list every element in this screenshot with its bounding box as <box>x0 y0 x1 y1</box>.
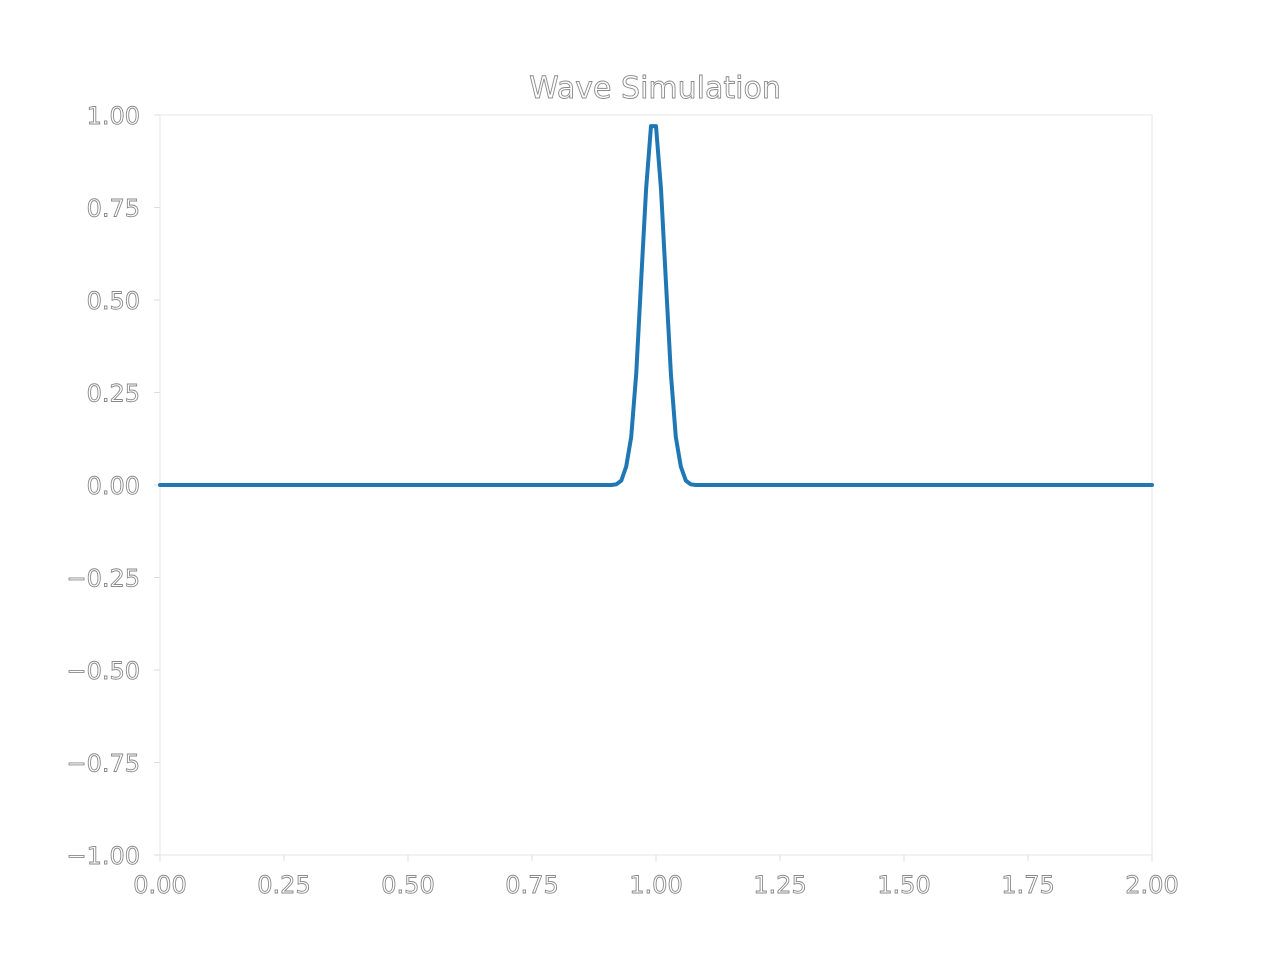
y-tick-label: 0.00 <box>87 472 140 500</box>
y-axis: −1.00 −0.75 −0.50 −0.25 0.00 0.25 0.50 0.75 1.00 <box>66 102 160 870</box>
x-tick-label: 0.25 <box>257 871 310 899</box>
data-point <box>158 483 162 487</box>
data-point <box>649 124 653 128</box>
data-point <box>694 483 698 487</box>
y-tick-label: 0.25 <box>87 380 140 408</box>
data-point <box>644 187 648 191</box>
data-point <box>654 124 658 128</box>
x-tick-label: 0.75 <box>505 871 558 899</box>
x-tick-label: 0.50 <box>381 871 434 899</box>
data-point <box>669 372 673 376</box>
x-tick-label: 1.75 <box>1001 871 1054 899</box>
y-tick-label: −0.75 <box>66 750 140 778</box>
y-tick-label: −0.25 <box>66 565 140 593</box>
data-point <box>679 465 683 468</box>
data-point <box>634 372 638 376</box>
series-line <box>158 124 1154 487</box>
x-axis: 0.00 0.25 0.50 0.75 1.00 1.25 1.50 1.75 2.00 <box>133 855 1179 899</box>
series-layer <box>158 124 1154 487</box>
data-point <box>674 435 678 439</box>
data-point <box>624 465 628 468</box>
data-point <box>704 483 708 487</box>
x-tick-label: 0.00 <box>133 871 186 899</box>
data-point <box>659 187 663 191</box>
x-tick-label: 1.00 <box>629 871 682 899</box>
x-tick-label: 2.00 <box>1125 871 1178 899</box>
chart-title: Wave Simulation <box>529 71 781 106</box>
data-point <box>664 280 668 283</box>
y-tick-label: 1.00 <box>87 102 140 130</box>
data-point <box>689 482 693 486</box>
data-point <box>629 435 633 439</box>
data-point <box>639 280 643 283</box>
y-tick-label: −0.50 <box>66 657 140 685</box>
y-tick-label: −1.00 <box>66 842 140 870</box>
y-tick-label: 0.75 <box>87 195 140 223</box>
data-point <box>614 482 618 486</box>
x-tick-label: 1.25 <box>753 871 806 899</box>
data-point <box>1150 483 1154 487</box>
data-point <box>609 483 613 487</box>
y-tick-label: 0.50 <box>87 287 140 315</box>
x-tick-label: 1.50 <box>877 871 930 899</box>
data-point <box>684 479 688 483</box>
data-point <box>604 483 608 487</box>
data-point <box>619 479 623 483</box>
data-point <box>699 483 703 487</box>
